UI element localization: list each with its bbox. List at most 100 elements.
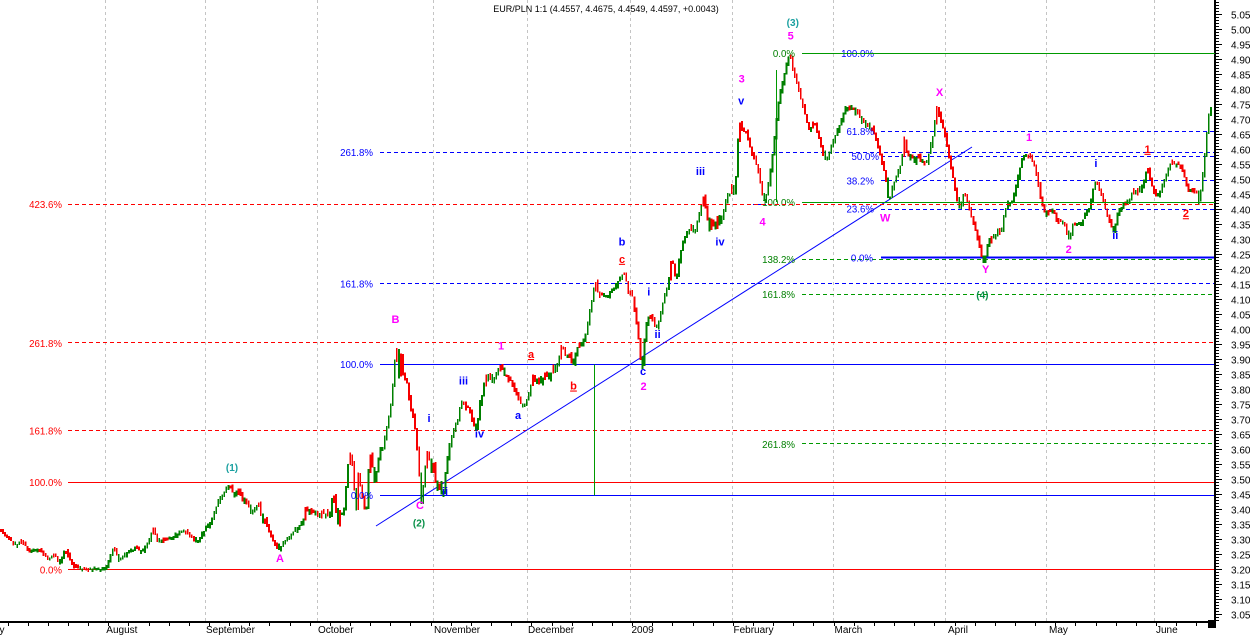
svg-text:0.0%: 0.0%	[851, 254, 873, 265]
svg-text:3.90: 3.90	[1231, 355, 1250, 366]
svg-text:100.0%: 100.0%	[340, 360, 373, 371]
svg-text:61.8%: 61.8%	[847, 127, 875, 138]
svg-text:0.0%: 0.0%	[40, 566, 62, 577]
svg-text:100.0%: 100.0%	[29, 478, 62, 489]
svg-text:3.75: 3.75	[1231, 400, 1250, 411]
svg-text:4.90: 4.90	[1231, 55, 1250, 66]
svg-text:261.8%: 261.8%	[29, 339, 62, 350]
svg-text:100.0%: 100.0%	[762, 198, 795, 209]
svg-text:i: i	[427, 413, 430, 425]
svg-text:November: November	[434, 625, 481, 636]
svg-text:4.85: 4.85	[1231, 70, 1250, 81]
svg-text:October: October	[318, 625, 354, 636]
svg-text:v: v	[738, 96, 745, 108]
svg-text:138.2%: 138.2%	[762, 255, 795, 266]
svg-text:(4): (4)	[976, 291, 988, 302]
svg-text:0.0%: 0.0%	[351, 491, 373, 502]
svg-text:June: June	[1156, 625, 1178, 636]
svg-text:4.50: 4.50	[1231, 175, 1250, 186]
svg-text:50.0%: 50.0%	[852, 152, 880, 163]
svg-text:a: a	[515, 410, 522, 422]
svg-text:161.8%: 161.8%	[340, 280, 373, 291]
svg-text:y: y	[0, 625, 5, 636]
svg-text:4.05: 4.05	[1231, 310, 1250, 321]
svg-text:3.95: 3.95	[1231, 340, 1250, 351]
svg-text:4.60: 4.60	[1231, 145, 1250, 156]
svg-text:4.30: 4.30	[1231, 235, 1250, 246]
svg-text:B: B	[392, 314, 400, 326]
svg-text:1: 1	[498, 341, 504, 353]
svg-text:May: May	[1049, 625, 1068, 636]
svg-text:b: b	[619, 237, 626, 249]
svg-text:3.20: 3.20	[1231, 565, 1250, 576]
svg-text:February: February	[734, 625, 774, 636]
svg-text:3.65: 3.65	[1231, 430, 1250, 441]
svg-text:3.80: 3.80	[1231, 385, 1250, 396]
svg-text:3.15: 3.15	[1231, 580, 1250, 591]
svg-text:December: December	[528, 625, 575, 636]
svg-text:23.6%: 23.6%	[847, 205, 875, 216]
svg-text:iv: iv	[475, 429, 485, 441]
svg-text:3.70: 3.70	[1231, 415, 1250, 426]
svg-text:i: i	[1094, 158, 1097, 170]
svg-text:3.35: 3.35	[1231, 520, 1250, 531]
svg-text:A: A	[276, 553, 284, 565]
svg-text:X: X	[936, 87, 944, 99]
svg-text:5.00: 5.00	[1231, 25, 1250, 36]
svg-text:3.40: 3.40	[1231, 505, 1250, 516]
svg-text:3.25: 3.25	[1231, 550, 1250, 561]
svg-text:EUR/PLN 1:1 (4.4557, 4.4675, 4: EUR/PLN 1:1 (4.4557, 4.4675, 4.4549, 4.4…	[493, 4, 718, 14]
svg-text:261.8%: 261.8%	[762, 440, 795, 451]
svg-text:4.45: 4.45	[1231, 190, 1250, 201]
svg-text:3.85: 3.85	[1231, 370, 1250, 381]
svg-text:3.10: 3.10	[1231, 595, 1250, 606]
svg-text:423.6%: 423.6%	[29, 200, 62, 211]
svg-text:4.25: 4.25	[1231, 250, 1250, 261]
svg-text:c: c	[640, 366, 646, 378]
svg-text:100.0%: 100.0%	[841, 49, 874, 60]
svg-text:(3): (3)	[787, 18, 799, 29]
svg-text:2009: 2009	[632, 625, 655, 636]
svg-text:3.55: 3.55	[1231, 460, 1250, 471]
svg-text:161.8%: 161.8%	[29, 427, 62, 438]
svg-text:a: a	[528, 349, 535, 361]
svg-text:4: 4	[760, 216, 767, 228]
svg-text:4.70: 4.70	[1231, 115, 1250, 126]
svg-text:38.2%: 38.2%	[847, 177, 875, 188]
svg-text:ii: ii	[655, 329, 661, 341]
svg-text:ii: ii	[442, 486, 448, 498]
svg-text:4.10: 4.10	[1231, 295, 1250, 306]
svg-text:1: 1	[1026, 132, 1032, 144]
svg-text:0.0%: 0.0%	[773, 49, 795, 60]
svg-text:4.75: 4.75	[1231, 100, 1250, 111]
svg-text:4.35: 4.35	[1231, 220, 1250, 231]
svg-text:April: April	[948, 625, 968, 636]
svg-text:3.45: 3.45	[1231, 490, 1250, 501]
svg-text:3.30: 3.30	[1231, 535, 1250, 546]
svg-text:5.05: 5.05	[1231, 10, 1250, 21]
svg-text:2: 2	[1066, 244, 1072, 256]
svg-text:4.15: 4.15	[1231, 280, 1250, 291]
svg-text:3: 3	[739, 73, 745, 85]
svg-text:4.40: 4.40	[1231, 205, 1250, 216]
svg-text:261.8%: 261.8%	[340, 148, 373, 159]
svg-text:4.95: 4.95	[1231, 40, 1250, 51]
svg-text:5: 5	[788, 31, 794, 43]
svg-text:3.05: 3.05	[1231, 610, 1250, 621]
svg-text:September: September	[206, 625, 256, 636]
svg-text:b: b	[570, 381, 577, 393]
svg-text:161.8%: 161.8%	[762, 290, 795, 301]
svg-text:iv: iv	[715, 237, 725, 249]
svg-text:4.20: 4.20	[1231, 265, 1250, 276]
svg-text:2: 2	[641, 381, 647, 393]
svg-text:4.55: 4.55	[1231, 160, 1250, 171]
svg-text:3.60: 3.60	[1231, 445, 1250, 456]
svg-text:iii: iii	[459, 376, 468, 388]
svg-text:4.80: 4.80	[1231, 85, 1250, 96]
svg-text:W: W	[880, 213, 891, 225]
svg-text:(2): (2)	[413, 519, 425, 530]
svg-text:4.00: 4.00	[1231, 325, 1250, 336]
svg-text:Y: Y	[982, 264, 990, 276]
svg-text:(1): (1)	[226, 463, 238, 474]
svg-text:C: C	[416, 500, 424, 512]
